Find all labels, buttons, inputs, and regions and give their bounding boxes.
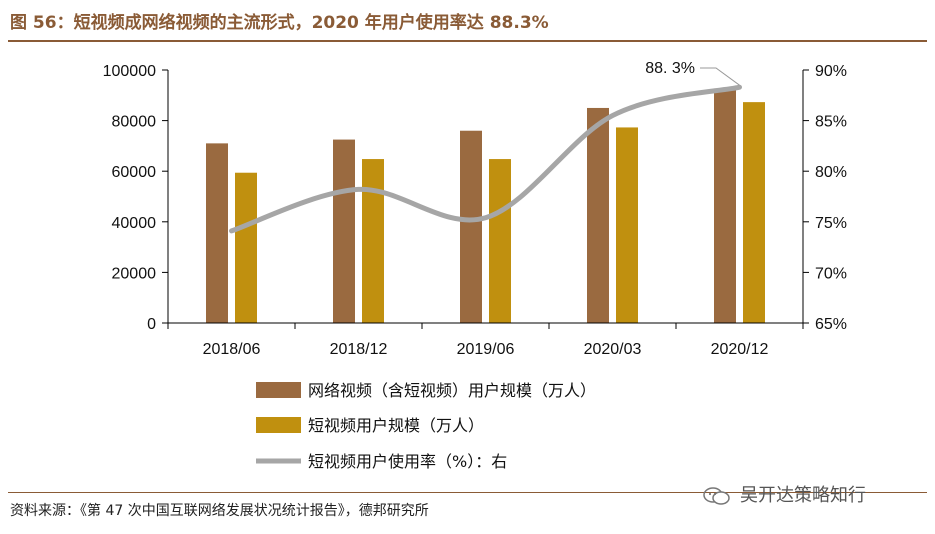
right-tick-label: 70% (815, 265, 847, 282)
left-tick-label: 60000 (112, 164, 157, 181)
short-video-bar (743, 102, 765, 323)
legend-label: 网络视频（含短视频）用户规模（万人） (308, 381, 596, 400)
legend-swatch-network (256, 382, 301, 398)
network-video-bar (333, 139, 355, 323)
x-tick-label: 2020/12 (711, 341, 769, 358)
short-video-bar (235, 172, 257, 323)
network-video-bar (587, 107, 609, 323)
left-tick-label: 40000 (112, 215, 157, 232)
left-tick-label: 0 (147, 316, 156, 333)
right-tick-label: 85% (815, 114, 847, 131)
usage-rate-line (229, 84, 742, 234)
left-tick-label: 80000 (112, 114, 157, 131)
network-video-bar (206, 143, 228, 323)
legend-label: 短视频用户使用率（%）：右 (308, 452, 507, 471)
chart: 88. 3% 0 20000 40000 60000 80000 100000 65% 70%… (103, 60, 847, 471)
short-video-bar (489, 159, 511, 323)
x-tick-label: 2018/12 (330, 341, 388, 358)
x-tick-label: 2018/06 (203, 341, 261, 358)
title-divider (8, 40, 927, 42)
x-tick-label: 2020/03 (584, 341, 642, 358)
x-tick-label: 2019/06 (457, 341, 515, 358)
annotation-leader (700, 67, 740, 86)
watermark: 吴开达策略知行 (740, 485, 866, 506)
annotation-label: 88. 3% (645, 60, 695, 77)
right-tick-label: 80% (815, 164, 847, 181)
legend-label: 短视频用户规模（万人） (308, 416, 484, 435)
figure-title: 图 56：短视频成网络视频的主流形式，2020 年用户使用率达 88.3% (10, 13, 549, 33)
right-tick-label: 65% (815, 316, 847, 333)
network-video-bar (714, 88, 736, 324)
short-video-bar (616, 127, 638, 323)
network-video-bar (460, 130, 482, 323)
short-video-bar (362, 159, 384, 323)
right-tick-label: 75% (815, 215, 847, 232)
source-divider (8, 492, 927, 493)
source-note: 资料来源：《第 47 次中国互联网络发展状况统计报告》，德邦研究所 (10, 503, 429, 519)
legend-swatch-short (256, 417, 301, 433)
right-tick-label: 90% (815, 63, 847, 80)
left-tick-label: 100000 (103, 63, 156, 80)
left-tick-label: 20000 (112, 265, 157, 282)
wechat-icon (703, 487, 730, 505)
